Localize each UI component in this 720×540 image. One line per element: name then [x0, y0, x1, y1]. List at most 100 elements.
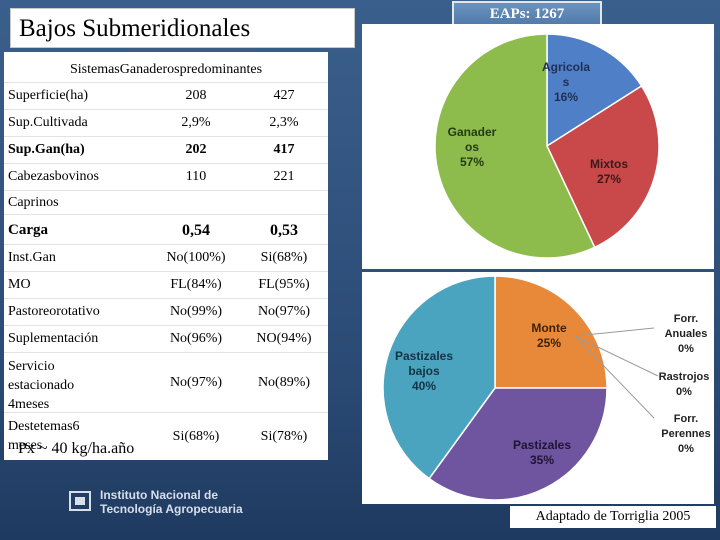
row-label-line: 4meses: [8, 397, 50, 412]
table-header: SistemasGanaderospredominantes: [69, 62, 263, 77]
row-label-line: meses: [8, 438, 43, 453]
slice-label-line: 0%: [676, 386, 692, 398]
row-label-line: Destetemas6: [8, 419, 80, 434]
leader-line: [574, 327, 655, 337]
row-label: Servicio estacionado 4meses: [8, 357, 74, 414]
row-value-system-2: No(97%): [257, 304, 311, 319]
slice-label-line: os: [465, 140, 479, 154]
row-value-system-2: Si(68%): [260, 250, 308, 265]
pie-slice-monte: [494, 275, 608, 389]
slice-label: Pastizales 35%: [513, 438, 571, 467]
row-value-system-2: 427: [273, 88, 295, 103]
row-label: Superficie(ha): [8, 88, 89, 103]
table-row: Inst.Gan No(100%) Si(68%): [4, 244, 328, 272]
row-value-system-2: Si(78%): [260, 429, 308, 444]
row-value-system-1: FL(84%): [170, 277, 222, 292]
leader-line: [574, 335, 659, 377]
table-row: Destetemas6 meses Si(68%) Si(78%): [4, 412, 328, 461]
row-label: Suplementación: [8, 331, 99, 346]
slice-label: Rastrojos 0%: [659, 371, 710, 398]
row-label-line: estacionado: [8, 378, 75, 393]
inta-logo-icon: [69, 491, 91, 511]
slice-label-line: 40%: [412, 379, 436, 393]
row-label: Caprinos: [8, 195, 59, 210]
slice-label-line: 57%: [460, 155, 484, 169]
row-value-system-1: 0,54: [182, 222, 210, 239]
slice-label: Agricola s 16%: [542, 60, 590, 104]
row-label: MO: [8, 277, 31, 292]
slice-label-line: 27%: [597, 172, 621, 186]
pie-slice-pastizales: [428, 387, 608, 501]
slice-label-line: 0%: [678, 343, 694, 355]
table-row: Sup.Cultivada 2,9% 2,3%: [4, 109, 328, 137]
row-label: Pastoreorotativo: [8, 304, 100, 319]
slice-label-line: Mixtos: [590, 157, 628, 171]
row-value-system-2: 417: [273, 142, 295, 157]
slice-label-line: Perennes: [661, 428, 711, 440]
slice-label-line: Forr.: [674, 313, 698, 325]
institution-line-2: Tecnología Agropecuaria: [100, 502, 243, 516]
table-row: Caprinos: [4, 190, 328, 215]
row-label: Sup.Gan(ha): [8, 142, 85, 157]
slice-label: Pastizales bajos 40%: [395, 349, 453, 393]
slice-label: Mixtos 27%: [590, 157, 628, 186]
slice-label-line: 35%: [530, 453, 554, 467]
pie-slice-ganaderos: [434, 33, 596, 259]
table-row: Cabezasbovinos 110 221: [4, 163, 328, 191]
slice-label-line: 25%: [537, 336, 561, 350]
table-row: Pastoreorotativo No(99%) No(97%): [4, 298, 328, 326]
pie-slice-mixtos: [546, 84, 660, 249]
slice-label: Monte 25%: [531, 321, 567, 350]
slice-label-line: Pastizales: [513, 438, 571, 452]
slice-label-line: Ganader: [448, 125, 497, 139]
pie-panel-eap-types: Agricola s 16% Mixtos 27% Ganader os 57%: [362, 24, 714, 269]
row-value-system-2: NO(94%): [256, 331, 312, 346]
row-value-system-2: 2,3%: [269, 115, 299, 130]
pie-panel-land-use: Monte 25% Forr. Anuales 0% Rastrojos 0% Forr. Pe…: [362, 272, 714, 504]
slice-label: Forr. Anuales 0%: [665, 313, 708, 355]
table-row: MO FL(84%) FL(95%): [4, 271, 328, 299]
row-label: Carga: [8, 222, 48, 238]
slice-label: Ganader os 57%: [448, 125, 497, 169]
slice-label-line: bajos: [408, 364, 440, 378]
slice-label-line: Agricola: [542, 60, 590, 74]
row-value-system-1: No(97%): [169, 375, 223, 390]
title-box: Bajos Submeridionales: [10, 8, 355, 48]
leader-line: [574, 335, 655, 419]
source-credit: Adaptado de Torriglia 2005: [510, 506, 716, 528]
slice-label-line: Monte: [531, 321, 567, 335]
slice-label-line: Forr.: [674, 413, 698, 425]
slice-label-line: s: [563, 75, 570, 89]
row-value-system-1: 208: [185, 88, 207, 103]
slice-label-line: 16%: [554, 90, 578, 104]
table-row: Superficie(ha) 208 427: [4, 82, 328, 110]
institution-line-1: Instituto Nacional de: [100, 488, 219, 502]
table-row: Carga 0,54 0,53: [4, 214, 328, 245]
row-label: Sup.Cultivada: [8, 115, 88, 130]
slice-label: Forr. Perennes 0%: [661, 413, 711, 455]
pie-chart-land-use: Monte 25% Forr. Anuales 0% Rastrojos 0% Forr. Pe…: [382, 275, 711, 501]
row-value-system-1: No(96%): [169, 331, 223, 346]
pie-slice-agricolas: [546, 33, 643, 148]
systems-table: SistemasGanaderospredominantes Superfici…: [4, 52, 328, 460]
row-label: Inst.Gan: [8, 250, 56, 265]
row-value-system-2: No(89%): [257, 375, 311, 390]
pie-slice-pastizales-bajos: [382, 275, 496, 480]
slice-label-line: 0%: [678, 443, 694, 455]
row-value-system-2: 0,53: [270, 222, 298, 239]
px-note: Px ~ 40 kg/ha.año: [18, 440, 135, 457]
slide-title: Bajos Submeridionales: [19, 15, 251, 42]
slice-label-line: Anuales: [665, 328, 708, 340]
row-label-line: Servicio: [8, 359, 55, 374]
table-row: Sup.Gan(ha) 202 417: [4, 136, 328, 164]
row-label: Cabezasbovinos: [8, 169, 99, 184]
pie-chart-eap-types: Agricola s 16% Mixtos 27% Ganader os 57%: [434, 33, 660, 259]
row-value-system-1: 110: [185, 169, 207, 184]
institution-name: Instituto Nacional de Tecnología Agropec…: [100, 488, 243, 516]
table-row: Suplementación No(96%) NO(94%): [4, 325, 328, 353]
row-value-system-1: Si(68%): [172, 429, 220, 444]
row-value-system-1: No(99%): [169, 304, 223, 319]
table-row: Servicio estacionado 4meses No(97%) No(89%): [4, 352, 328, 413]
row-value-system-1: 2,9%: [181, 115, 211, 130]
row-value-system-1: No(100%): [166, 250, 226, 265]
